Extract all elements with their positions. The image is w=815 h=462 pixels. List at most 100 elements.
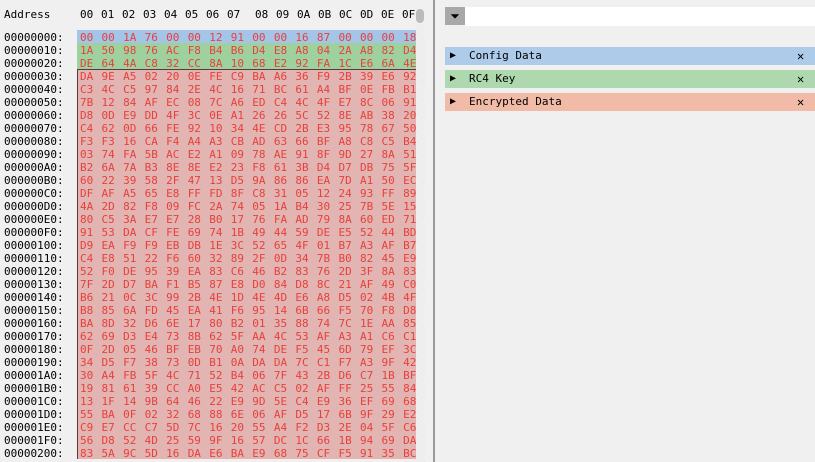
highlight-region[interactable]	[77, 43, 419, 69]
highlight-item[interactable]: ▶ Config Data ✕	[445, 47, 815, 65]
row-address: 00000050:	[4, 96, 64, 109]
hex-row[interactable]: 19 81 61 39 CC A0 E5 42 AC C5 02 AF FF 2…	[80, 382, 417, 395]
highlight-item[interactable]: ▶ Encrypted Data ✕	[445, 93, 815, 111]
hex-row[interactable]: D9 EA F9 F9 EB DB 1E 3C 52 65 4F 01 B7 A…	[80, 239, 417, 252]
column-header: 0A	[297, 8, 311, 21]
hex-row[interactable]: 30 A4 FB 5F 4C 71 52 B4 06 7F 43 2B D6 C…	[80, 369, 417, 382]
column-header: 0C	[339, 8, 353, 21]
hex-row[interactable]: B6 21 0C 3C 99 2B 4E 1D 4E 4D E6 A8 D5 0…	[80, 291, 417, 304]
filter-button[interactable]: ⏷	[445, 7, 465, 25]
hex-row[interactable]: BA 8D 32 D6 6E 17 80 B2 01 35 88 74 7C 1…	[80, 317, 417, 330]
hex-row[interactable]: F3 F3 16 CA F4 A4 A3 CB AD 63 66 BF A8 C…	[80, 135, 417, 148]
row-address: 00000030:	[4, 70, 64, 83]
hex-row[interactable]: DA 9E A5 02 20 0E FE C9 BA A6 36 F9 2B 3…	[80, 70, 417, 83]
row-address: 000000C0:	[4, 187, 64, 200]
scrollbar-thumb[interactable]	[416, 9, 424, 23]
highlight-region[interactable]	[77, 69, 419, 459]
row-address: 000000A0:	[4, 161, 64, 174]
hex-row[interactable]: 83 5A 9C 5D 16 DA E6 BA E9 68 75 CF F5 9…	[80, 447, 417, 460]
column-header: 06	[206, 8, 220, 21]
row-address: 000001C0:	[4, 395, 64, 408]
row-address: 00000080:	[4, 135, 64, 148]
close-icon[interactable]: ✕	[797, 95, 805, 109]
row-address: 00000190:	[4, 356, 64, 369]
column-header: 0D	[360, 8, 374, 21]
row-address: 00000130:	[4, 278, 64, 291]
row-address: 00000070:	[4, 122, 64, 135]
row-address: 00000140:	[4, 291, 64, 304]
hex-row[interactable]: 1A 50 98 76 AC F8 B4 B6 D4 E8 A8 04 2A A…	[80, 44, 417, 57]
hex-row[interactable]: 34 D5 F7 38 73 0D B1 0A DA DA 7C C1 F7 A…	[80, 356, 417, 369]
hex-row[interactable]: 91 53 DA CF FE 69 74 1B 49 44 59 DE E5 5…	[80, 226, 417, 239]
row-address: 00000110:	[4, 252, 64, 265]
row-address: 000000F0:	[4, 226, 64, 239]
row-address: 00000090:	[4, 148, 64, 161]
row-address: 00000150:	[4, 304, 64, 317]
row-address: 000001D0:	[4, 408, 64, 421]
column-header: 03	[143, 8, 157, 21]
column-header: 00	[80, 8, 94, 21]
hex-row[interactable]: 55 BA 0F 02 32 68 88 6E 06 AF D5 17 6B 9…	[80, 408, 417, 421]
hex-row[interactable]: C9 E7 CC C7 5D 7C 16 20 55 A4 F2 D3 2E 0…	[80, 421, 417, 434]
address-header: Address	[4, 8, 51, 21]
hex-row[interactable]: B8 85 6A FD 45 EA 41 F6 95 14 6B 66 F5 7…	[80, 304, 417, 317]
hex-row[interactable]: C3 4C C5 97 84 2E 4C 16 71 BC 61 A4 BF 0…	[80, 83, 417, 96]
row-address: 00000200:	[4, 447, 64, 460]
row-address: 00000170:	[4, 330, 64, 343]
row-address: 000000E0:	[4, 213, 64, 226]
filter-input[interactable]	[465, 7, 815, 26]
row-address: 00000010:	[4, 44, 64, 57]
hex-row[interactable]: 56 D8 52 4D 25 59 9F 16 57 DC 1C 66 1B 9…	[80, 434, 417, 447]
hex-row[interactable]: 80 C5 3A E7 E7 28 B0 17 76 FA AD 79 8A 6…	[80, 213, 417, 226]
row-address: 000000D0:	[4, 200, 64, 213]
hex-row[interactable]: 7F 2D D7 BA F1 B5 87 E8 D0 84 D8 8C 21 A…	[80, 278, 417, 291]
highlight-label: RC4 Key	[469, 72, 516, 85]
row-address: 00000180:	[4, 343, 64, 356]
row-address: 000001B0:	[4, 382, 64, 395]
row-address: 000001E0:	[4, 421, 64, 434]
pane-divider[interactable]	[433, 0, 435, 462]
close-icon[interactable]: ✕	[797, 49, 805, 63]
column-header: 0B	[318, 8, 332, 21]
hex-row[interactable]: C4 62 0D 66 FE 92 10 34 4E CD 2B E3 95 7…	[80, 122, 417, 135]
hex-row[interactable]: 00 00 1A 76 00 00 12 91 00 00 16 87 00 0…	[80, 31, 417, 44]
row-address: 000001F0:	[4, 434, 64, 447]
expand-icon[interactable]: ▶	[450, 96, 457, 107]
row-address: 00000020:	[4, 57, 64, 70]
highlight-region[interactable]	[77, 30, 419, 43]
hex-row[interactable]: 7B 12 84 AF EC 08 7C A6 ED C4 4C 4F E7 8…	[80, 96, 417, 109]
row-address: 00000160:	[4, 317, 64, 330]
highlight-item[interactable]: ▶ RC4 Key ✕	[445, 70, 815, 88]
hex-row[interactable]: 13 1F 14 9B 64 46 22 E9 9D 5E C4 E9 36 E…	[80, 395, 417, 408]
filter-icon: ⏷	[450, 8, 460, 23]
highlight-label: Config Data	[469, 49, 542, 62]
column-header: 0E	[381, 8, 395, 21]
close-icon[interactable]: ✕	[797, 72, 805, 86]
expand-icon[interactable]: ▶	[450, 50, 457, 61]
scrollbar-track[interactable]	[416, 24, 425, 462]
column-header: 02	[122, 8, 136, 21]
column-header: 09	[276, 8, 290, 21]
highlight-label: Encrypted Data	[469, 95, 562, 108]
hex-row[interactable]: C4 E8 51 22 F6 60 32 89 2F 0D 34 7B B0 8…	[80, 252, 417, 265]
hex-row[interactable]: 4A 2D 82 F8 09 FC 2A 74 05 1A B4 30 25 7…	[80, 200, 417, 213]
row-address: 000000B0:	[4, 174, 64, 187]
hex-row[interactable]: 03 74 FA 5B AC E2 A1 09 78 AE 91 8F 9D 2…	[80, 148, 417, 161]
column-header: 08	[255, 8, 269, 21]
row-address: 00000100:	[4, 239, 64, 252]
hex-row[interactable]: B2 6A 7A B3 8E 8E E2 23 F8 61 3B D4 D7 D…	[80, 161, 417, 174]
column-header: 01	[101, 8, 115, 21]
expand-icon[interactable]: ▶	[450, 73, 457, 84]
row-address: 00000000:	[4, 31, 64, 44]
hex-row[interactable]: DF AF A5 65 E8 FF FD 8F C8 31 05 12 24 9…	[80, 187, 417, 200]
column-header: 07	[227, 8, 241, 21]
row-address: 00000120:	[4, 265, 64, 278]
hex-row[interactable]: D8 0D E9 DD 4F 3C 0E A1 26 26 5C 52 8E A…	[80, 109, 417, 122]
hex-row[interactable]: 52 F0 DE 95 39 EA 83 C6 46 B2 83 76 2D 3…	[80, 265, 417, 278]
row-address: 000001A0:	[4, 369, 64, 382]
hex-row[interactable]: 0F 2D 05 46 BF EB 70 A0 74 DE F5 45 6D 7…	[80, 343, 417, 356]
hex-row[interactable]: 60 22 39 58 2F 47 13 D5 9A 86 86 EA 7D A…	[80, 174, 417, 187]
row-address: 00000040:	[4, 83, 64, 96]
hex-row[interactable]: 62 69 D3 E4 73 8B 62 5F AA 4C 53 AF A3 A…	[80, 330, 417, 343]
hex-row[interactable]: DE 64 4A C8 32 CC 8A 10 68 E2 92 FA 1C E…	[80, 57, 417, 70]
